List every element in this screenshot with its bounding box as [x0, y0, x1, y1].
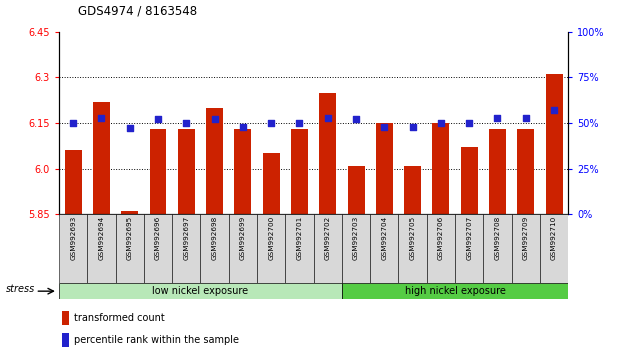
Bar: [201, 214, 229, 283]
Text: GSM992697: GSM992697: [183, 216, 189, 261]
Text: GSM992704: GSM992704: [381, 216, 388, 261]
Point: [266, 120, 276, 126]
Text: GSM992699: GSM992699: [240, 216, 246, 261]
Bar: [178, 129, 195, 214]
Text: percentile rank within the sample: percentile rank within the sample: [75, 335, 239, 345]
Bar: [234, 129, 252, 214]
Bar: [432, 123, 450, 214]
Bar: [206, 108, 223, 214]
Bar: [121, 211, 138, 214]
Text: GSM992700: GSM992700: [268, 216, 274, 261]
Bar: [483, 214, 512, 283]
Bar: [144, 214, 172, 283]
Text: GSM992706: GSM992706: [438, 216, 444, 261]
Point: [323, 115, 333, 120]
Bar: [229, 214, 257, 283]
Point: [521, 115, 531, 120]
Point: [96, 115, 106, 120]
Bar: [263, 153, 279, 214]
Bar: [172, 214, 201, 283]
Text: GSM992693: GSM992693: [70, 216, 76, 261]
Bar: [285, 214, 314, 283]
Bar: [150, 129, 166, 214]
Text: GSM992707: GSM992707: [466, 216, 472, 261]
Bar: [512, 214, 540, 283]
Text: GSM992708: GSM992708: [494, 216, 501, 261]
Bar: [257, 214, 285, 283]
Text: GSM992702: GSM992702: [325, 216, 331, 261]
Bar: [348, 166, 365, 214]
Point: [125, 126, 135, 131]
Text: GSM992698: GSM992698: [212, 216, 217, 261]
Bar: [61, 311, 69, 325]
Bar: [65, 150, 81, 214]
Point: [436, 120, 446, 126]
Point: [379, 124, 389, 130]
Text: stress: stress: [6, 284, 35, 295]
Bar: [540, 214, 568, 283]
Bar: [342, 283, 568, 299]
Point: [153, 116, 163, 122]
Bar: [319, 93, 336, 214]
Bar: [546, 74, 563, 214]
Text: GSM992709: GSM992709: [523, 216, 528, 261]
Bar: [489, 129, 506, 214]
Bar: [455, 214, 483, 283]
Text: GSM992710: GSM992710: [551, 216, 557, 261]
Point: [181, 120, 191, 126]
Bar: [59, 283, 342, 299]
Text: GSM992705: GSM992705: [410, 216, 415, 261]
Bar: [461, 147, 478, 214]
Point: [407, 124, 417, 130]
Bar: [59, 214, 88, 283]
Text: GSM992696: GSM992696: [155, 216, 161, 261]
Bar: [404, 166, 421, 214]
Point: [549, 107, 559, 113]
Text: high nickel exposure: high nickel exposure: [405, 286, 505, 296]
Text: low nickel exposure: low nickel exposure: [152, 286, 248, 296]
Point: [294, 120, 304, 126]
Bar: [427, 214, 455, 283]
Bar: [88, 214, 116, 283]
Text: transformed count: transformed count: [75, 313, 165, 323]
Text: GDS4974 / 8163548: GDS4974 / 8163548: [78, 5, 197, 18]
Point: [351, 116, 361, 122]
Bar: [291, 129, 308, 214]
Text: GSM992701: GSM992701: [296, 216, 302, 261]
Bar: [376, 123, 393, 214]
Point: [238, 124, 248, 130]
Bar: [517, 129, 534, 214]
Point: [465, 120, 474, 126]
Text: GSM992694: GSM992694: [99, 216, 104, 261]
Bar: [399, 214, 427, 283]
Point: [210, 116, 220, 122]
Point: [68, 120, 78, 126]
Point: [492, 115, 502, 120]
Bar: [342, 214, 370, 283]
Bar: [93, 102, 110, 214]
Text: GSM992695: GSM992695: [127, 216, 133, 261]
Bar: [314, 214, 342, 283]
Text: GSM992703: GSM992703: [353, 216, 359, 261]
Bar: [370, 214, 399, 283]
Bar: [61, 333, 69, 347]
Bar: [116, 214, 144, 283]
